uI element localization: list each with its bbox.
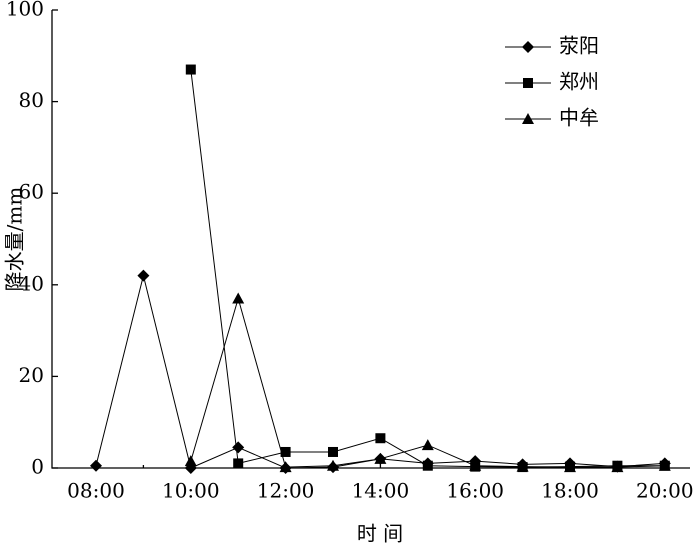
y-tick-label: 40 [19, 271, 44, 295]
x-axis-label: 时 间 [357, 522, 403, 546]
marker [469, 459, 482, 471]
x-tick-label: 18:00 [541, 479, 599, 503]
y-tick-label: 80 [19, 88, 44, 112]
x-tick-label: 08:00 [67, 479, 125, 503]
x-tick-label: 20:00 [636, 479, 694, 503]
marker [658, 459, 671, 471]
marker [421, 439, 434, 451]
marker [523, 78, 533, 88]
legend-label: 中牟 [559, 106, 599, 130]
y-tick-label: 20 [19, 363, 44, 387]
marker [516, 460, 529, 472]
marker [327, 459, 339, 471]
y-tick-label: 0 [31, 455, 44, 479]
marker [522, 41, 534, 53]
legend-label: 郑州 [559, 70, 599, 94]
x-tick-label: 16:00 [446, 479, 504, 503]
legend-label: 荥阳 [559, 34, 599, 58]
marker [280, 446, 291, 457]
marker [564, 461, 576, 473]
marker [137, 269, 150, 282]
x-tick-label: 10:00 [162, 479, 220, 503]
marker [611, 461, 624, 473]
marker [232, 441, 245, 454]
marker [279, 461, 292, 473]
marker [90, 459, 102, 472]
x-tick-label: 12:00 [257, 479, 315, 503]
x-tick-label: 14:00 [352, 479, 410, 503]
marker [374, 452, 387, 464]
marker [232, 292, 245, 304]
marker [522, 113, 534, 124]
marker [375, 433, 386, 444]
y-tick-label: 60 [19, 180, 44, 204]
marker [184, 455, 197, 467]
y-axis-label: 降水量/mm [3, 187, 27, 292]
y-tick-label: 100 [6, 0, 44, 21]
marker [422, 460, 433, 471]
marker [328, 446, 338, 457]
marker [233, 458, 244, 469]
marker [185, 64, 196, 75]
